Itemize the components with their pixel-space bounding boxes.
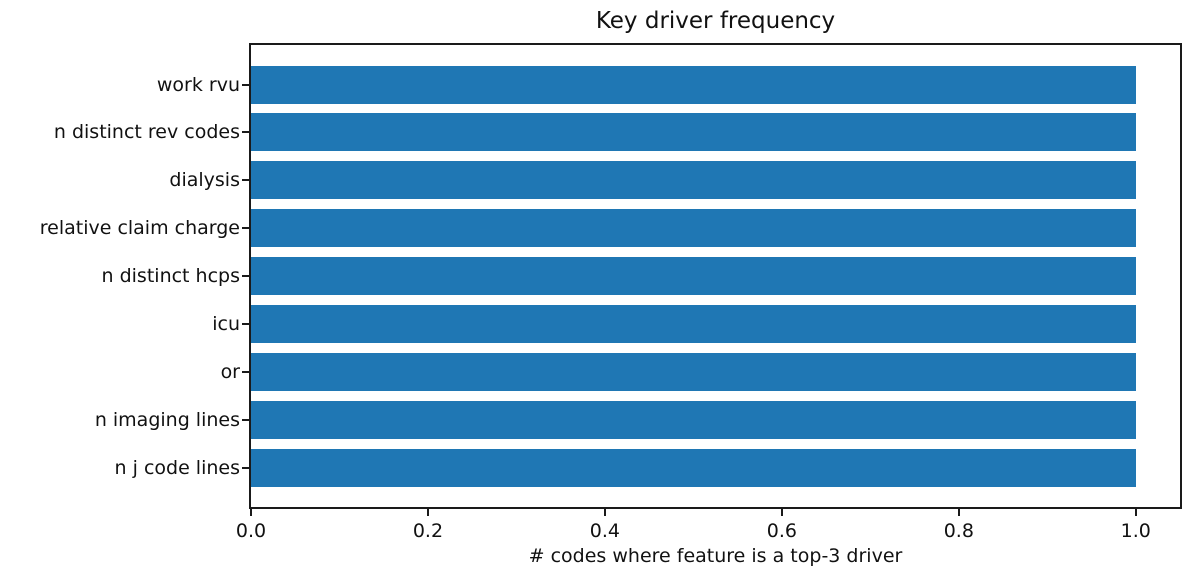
y-tick-label: n imaging lines: [94, 408, 240, 431]
bar: [251, 257, 1136, 296]
bar: [251, 400, 1136, 439]
x-tick-mark: [1134, 509, 1137, 516]
x-tick-mark: [426, 509, 429, 516]
bar: [251, 161, 1136, 200]
y-tick-label: n j code lines: [114, 456, 240, 479]
x-tick-label: 0.2: [412, 520, 444, 542]
y-tick-mark: [242, 275, 249, 278]
y-tick-mark: [242, 323, 249, 325]
y-tick-mark: [242, 466, 249, 469]
bar: [251, 352, 1136, 391]
plot-area: [249, 43, 1182, 509]
bar: [251, 305, 1136, 343]
x-tick-mark: [957, 509, 960, 516]
bar: [251, 209, 1136, 248]
chart-title: Key driver frequency: [595, 8, 836, 34]
y-tick-mark: [242, 227, 249, 230]
bar: [251, 65, 1136, 104]
y-tick-mark: [242, 179, 249, 182]
y-tick-label: work rvu: [156, 73, 240, 96]
y-tick-mark: [242, 370, 249, 373]
y-tick-label: n distinct hcps: [101, 265, 240, 288]
bar: [251, 448, 1136, 487]
y-tick-label: or: [220, 360, 240, 383]
x-tick-label: 0.0: [235, 520, 267, 542]
y-tick-label: relative claim charge: [39, 217, 240, 240]
x-tick-label: 0.8: [943, 520, 974, 542]
x-tick-label: 0.6: [766, 520, 797, 542]
x-tick-mark: [603, 509, 606, 516]
x-axis-label: # codes where feature is a top-3 driver: [528, 545, 903, 567]
x-tick-mark: [250, 509, 252, 516]
y-tick-mark: [242, 83, 249, 86]
y-tick-mark: [242, 131, 249, 134]
y-tick-label: n distinct rev codes: [53, 121, 240, 144]
y-tick-label: icu: [212, 313, 240, 335]
x-tick-label: 1.0: [1120, 520, 1151, 542]
y-tick-mark: [242, 418, 249, 421]
y-tick-label: dialysis: [169, 169, 240, 192]
x-tick-label: 0.4: [589, 520, 620, 542]
bar: [251, 113, 1136, 152]
x-tick-mark: [780, 509, 783, 516]
